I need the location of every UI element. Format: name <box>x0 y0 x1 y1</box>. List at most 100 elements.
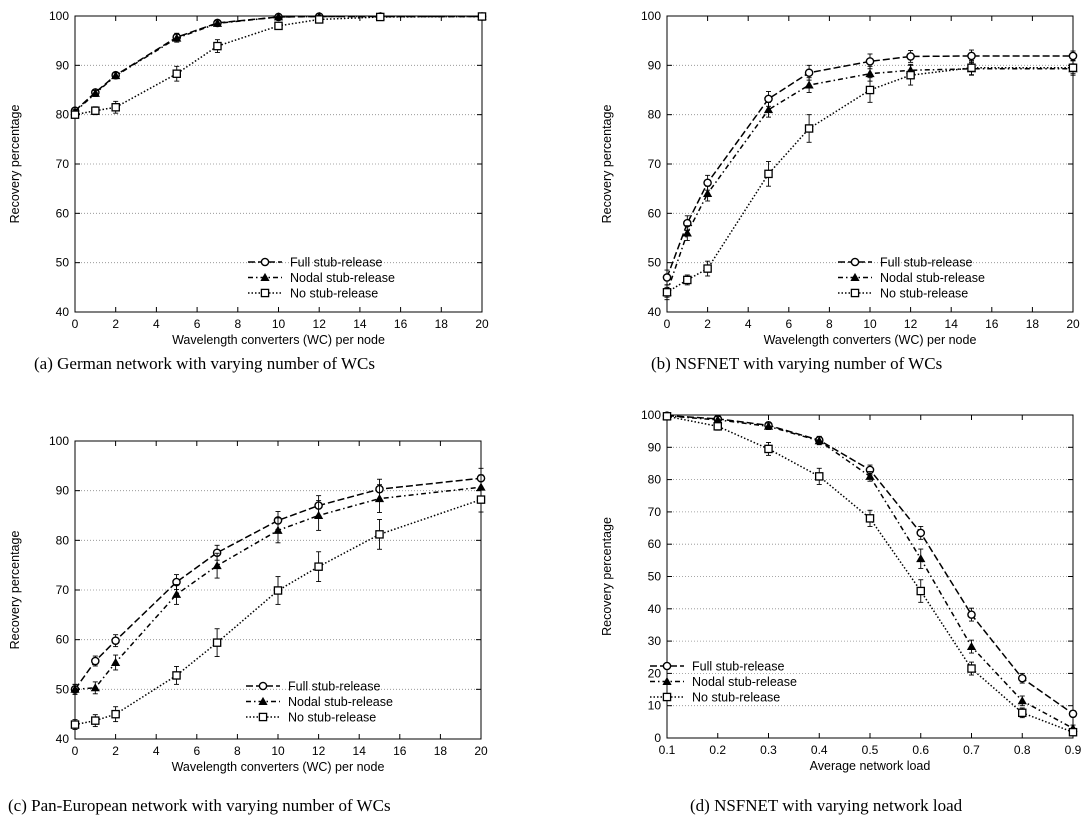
data-point <box>314 562 323 571</box>
data-point <box>111 71 121 80</box>
x-tick-label: 16 <box>393 744 407 758</box>
y-tick-label: 50 <box>56 256 70 270</box>
data-point <box>91 656 100 666</box>
chart-d-svg: 0 10 20 30 40 50 60 70 80 90 100 0.1 0.2 0.3 0.4 0.5 0.6… <box>600 408 1082 773</box>
y-tick-label: 90 <box>648 440 662 454</box>
y-axis-label: Recovery percentage <box>600 105 614 224</box>
data-point <box>662 288 672 297</box>
data-point <box>91 106 100 115</box>
data-point <box>967 610 976 619</box>
data-point <box>273 586 283 595</box>
data-point <box>804 68 814 78</box>
data-point <box>683 275 692 285</box>
y-tick-label: 0 <box>654 731 661 745</box>
data-point <box>967 664 976 673</box>
y-tick-label: 50 <box>648 570 662 584</box>
legend-label: Nodal stub-release <box>692 675 797 689</box>
legend-label: No stub-release <box>290 287 378 301</box>
data-point <box>111 657 121 666</box>
data-point <box>476 482 486 491</box>
data-point <box>967 51 976 61</box>
y-tick-label: 60 <box>56 633 70 647</box>
data-point <box>1017 708 1027 718</box>
y-tick-label: 100 <box>641 408 661 422</box>
data-point <box>273 12 284 21</box>
data-point <box>814 472 824 481</box>
x-tick-label: 0.3 <box>760 743 777 757</box>
data-point <box>90 683 100 692</box>
legend-label: Nodal stub-release <box>288 695 393 709</box>
legend-marker <box>850 288 860 298</box>
series-line <box>74 498 482 726</box>
y-tick-label: 60 <box>648 537 662 551</box>
legend-marker <box>662 692 672 702</box>
x-tick-label: 0 <box>664 317 671 331</box>
data-point <box>703 264 712 273</box>
data-point <box>91 716 100 725</box>
chart-panel-a: 40 50 60 70 80 90 100 0 2 4 6 8 10 12 14 16 18 20 Waveleng… <box>0 0 496 347</box>
data-point <box>374 494 385 503</box>
data-point <box>314 510 324 519</box>
y-tick-label: 50 <box>648 256 662 270</box>
data-point <box>662 273 672 282</box>
x-tick-label: 18 <box>434 744 448 758</box>
data-point <box>213 41 222 51</box>
x-tick-label: 14 <box>945 317 959 331</box>
series-line <box>74 15 482 113</box>
x-tick-label: 8 <box>234 317 241 331</box>
x-tick-label: 8 <box>234 744 241 758</box>
x-axis-label: Average network load <box>810 759 931 773</box>
x-tick-label: 2 <box>704 317 711 331</box>
data-point <box>814 436 824 445</box>
legend-marker <box>258 696 268 705</box>
y-tick-label: 50 <box>56 682 70 696</box>
x-tick-label: 16 <box>394 317 408 331</box>
data-point <box>763 421 774 430</box>
legend-marker <box>258 681 268 691</box>
y-tick-label: 20 <box>648 666 662 680</box>
x-tick-label: 2 <box>112 317 119 331</box>
chart-a-caption: (a) German network with varying number o… <box>34 354 376 373</box>
x-tick-label: 0.6 <box>912 743 929 757</box>
legend-marker <box>662 661 672 671</box>
y-tick-label: 80 <box>648 108 662 122</box>
x-tick-label: 0.9 <box>1065 743 1082 757</box>
data-point <box>212 638 222 647</box>
x-tick-label: 4 <box>153 317 160 331</box>
data-point <box>865 69 875 78</box>
series-2 <box>70 486 486 731</box>
x-tick-label: 0.5 <box>862 743 879 757</box>
chart-b-svg: 40 50 60 70 80 90 100 0 2 4 6 8 10 12 14 16 18 20 Waveleng… <box>600 9 1080 347</box>
y-tick-label: 40 <box>56 305 70 319</box>
x-tick-label: 12 <box>904 317 918 331</box>
data-point <box>764 94 773 104</box>
x-tick-label: 18 <box>1026 317 1040 331</box>
data-point <box>865 57 875 66</box>
legend-label: No stub-release <box>692 691 780 705</box>
data-point <box>916 586 925 596</box>
x-tick-label: 20 <box>474 744 488 758</box>
data-point <box>111 709 120 719</box>
data-point <box>967 63 976 73</box>
chart-panel-d: 0 10 20 30 40 50 60 70 80 90 100 0.1 0.2 0.3 0.4 0.5 0.6… <box>590 398 1086 788</box>
y-tick-label: 90 <box>56 484 70 498</box>
chart-c-svg: 40 50 60 70 80 90 100 0 2 4 6 8 10 12 14 16 18 20 Waveleng… <box>8 434 488 774</box>
x-tick-label: 0.2 <box>709 743 726 757</box>
data-point <box>764 444 773 454</box>
legend-marker <box>662 676 672 685</box>
x-tick-label: 12 <box>312 744 326 758</box>
data-point <box>713 422 723 431</box>
legend-marker <box>850 272 860 281</box>
data-point <box>1017 673 1027 683</box>
legend-label: Full stub-release <box>290 256 382 270</box>
chart-b-caption: (b) NSFNET with varying number of WCs <box>651 354 943 373</box>
x-tick-label: 0.7 <box>963 743 980 757</box>
data-point <box>273 525 283 534</box>
legend-label: No stub-release <box>880 287 968 301</box>
data-point <box>865 471 875 480</box>
y-tick-label: 40 <box>648 602 662 616</box>
data-point <box>764 169 773 179</box>
y-tick-label: 80 <box>56 108 70 122</box>
series-2 <box>662 412 1078 737</box>
x-tick-label: 6 <box>194 317 201 331</box>
